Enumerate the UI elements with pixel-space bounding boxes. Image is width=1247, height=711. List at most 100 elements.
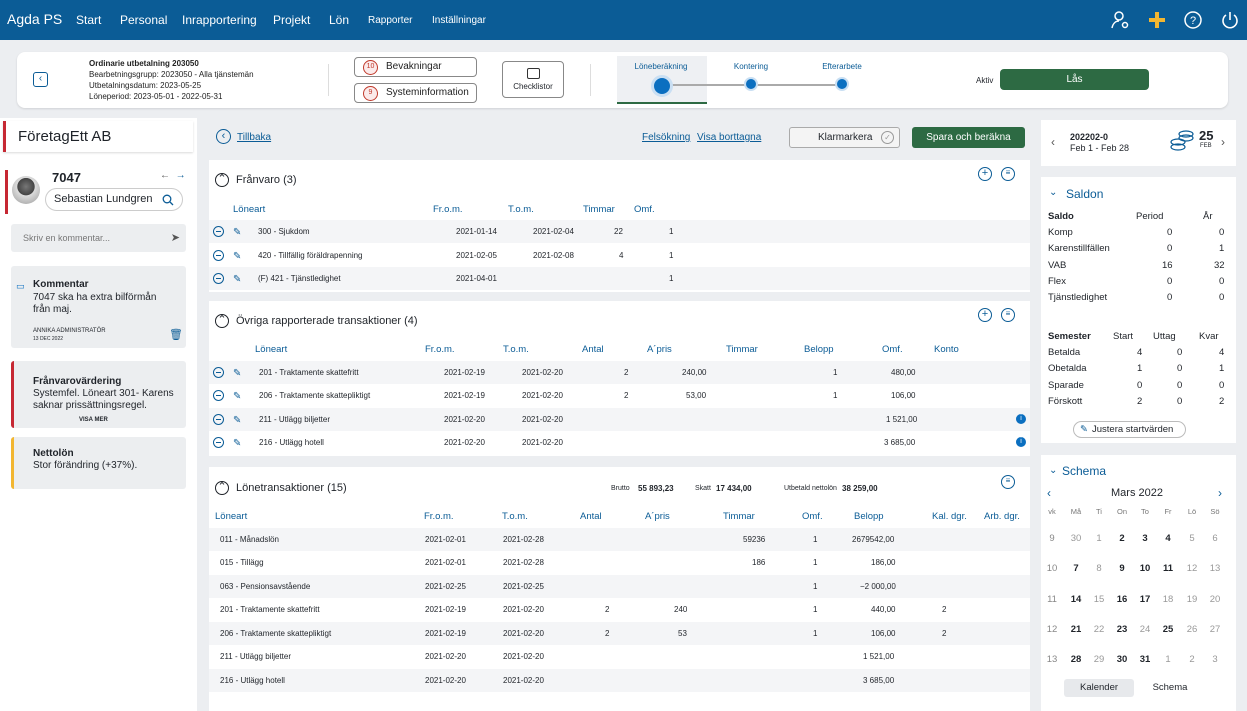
felsokning-link[interactable]: Felsökning: [642, 132, 691, 143]
edit-icon[interactable]: ✎: [233, 227, 242, 238]
calendar-day[interactable]: 16: [1116, 594, 1128, 605]
col-antal[interactable]: Antal: [580, 511, 602, 522]
nettolon-card[interactable]: Nettolön Stor förändring (+37%).: [11, 437, 186, 489]
prev-month-icon[interactable]: ‹: [1047, 486, 1051, 500]
employee-nav-arrows[interactable]: ← →: [160, 170, 186, 181]
edit-icon[interactable]: ✎: [233, 251, 242, 262]
table-row[interactable]: 206 - Traktamente skattepliktigt 2021-02…: [209, 622, 1030, 645]
info-icon[interactable]: i: [1016, 437, 1026, 447]
bevakningar-button[interactable]: 10 Bevakningar: [354, 57, 477, 77]
edit-icon[interactable]: ✎: [233, 274, 242, 285]
calendar-day[interactable]: 1: [1165, 654, 1171, 665]
send-icon[interactable]: ➤: [170, 232, 180, 244]
justera-startvarden-button[interactable]: ✎ Justera startvärden: [1073, 421, 1186, 438]
step-kontering[interactable]: [744, 77, 758, 91]
calendar-day[interactable]: 3: [1142, 533, 1148, 544]
table-row[interactable]: ✎ 420 - Tillfällig föräldrapenning 2021-…: [209, 244, 1030, 267]
menu-icon[interactable]: ≡: [1001, 308, 1015, 322]
calendar-day[interactable]: 24: [1139, 624, 1151, 635]
nav-installningar[interactable]: Inställningar: [432, 15, 486, 26]
calendar-day[interactable]: 18: [1162, 594, 1174, 605]
comment-input[interactable]: Skriv en kommentar... ➤: [11, 224, 186, 252]
fv-visa-mer[interactable]: VISA MER: [79, 417, 108, 423]
calendar-day[interactable]: 9: [1119, 563, 1125, 574]
col-from[interactable]: Fr.o.m.: [433, 204, 463, 215]
calendar-day[interactable]: 30: [1116, 654, 1128, 665]
edit-icon[interactable]: ✎: [233, 368, 242, 379]
col-apris[interactable]: A´pris: [647, 344, 672, 355]
collapse-icon[interactable]: ⌃: [215, 173, 229, 187]
col-from[interactable]: Fr.o.m.: [424, 511, 454, 522]
search-icon[interactable]: [162, 194, 174, 206]
edit-icon[interactable]: ✎: [233, 438, 242, 449]
tillbaka-link[interactable]: Tillbaka: [237, 132, 272, 143]
nav-inrapportering[interactable]: Inrapportering: [182, 13, 257, 27]
table-row[interactable]: 201 - Traktamente skattefritt 2021-02-19…: [209, 598, 1030, 621]
col-belopp[interactable]: Belopp: [854, 511, 884, 522]
tab-schema[interactable]: Schema: [1152, 682, 1188, 693]
col-omf[interactable]: Omf.: [634, 204, 655, 215]
chevron-down-icon[interactable]: ⌄: [1049, 187, 1058, 198]
table-row[interactable]: ✎ 211 - Utlägg biljetter 2021-02-20 2021…: [209, 408, 1030, 431]
power-icon[interactable]: [1220, 10, 1240, 30]
col-from[interactable]: Fr.o.m.: [425, 344, 455, 355]
calendar-day[interactable]: 22: [1093, 624, 1105, 635]
calendar-day[interactable]: 28: [1070, 654, 1082, 665]
calendar-day[interactable]: 10: [1139, 563, 1151, 574]
calendar-day[interactable]: 2: [1119, 533, 1125, 544]
calendar-day[interactable]: 8: [1096, 563, 1102, 574]
las-button[interactable]: Lås: [1000, 69, 1149, 90]
col-timmar[interactable]: Timmar: [726, 344, 758, 355]
calendar-day[interactable]: 20: [1209, 594, 1221, 605]
add-icon[interactable]: +: [978, 167, 992, 181]
remove-icon[interactable]: [213, 437, 224, 448]
prev-period-icon[interactable]: ‹: [1051, 135, 1055, 149]
remove-icon[interactable]: [213, 367, 224, 378]
franvarovardering-card[interactable]: Frånvarovärdering Systemfel. Löneart 301…: [11, 361, 186, 428]
calendar-day[interactable]: 19: [1186, 594, 1198, 605]
table-row[interactable]: 015 - Tillägg 2021-02-01 2021-02-28 186 …: [209, 551, 1030, 574]
back-icon[interactable]: ‹: [216, 129, 231, 144]
table-row[interactable]: ✎ 216 - Utlägg hotell 2021-02-20 2021-02…: [209, 431, 1030, 454]
systeminformation-button[interactable]: 9 Systeminformation: [354, 83, 477, 103]
employee-search[interactable]: Sebastian Lundgren: [45, 188, 183, 211]
edit-icon[interactable]: ✎: [233, 391, 242, 402]
nav-lon[interactable]: Lön: [329, 13, 350, 27]
calendar-day[interactable]: 1: [1096, 533, 1102, 544]
spara-berakna-button[interactable]: Spara och beräkna: [912, 127, 1025, 148]
calendar-day[interactable]: 17: [1139, 594, 1151, 605]
calendar-day[interactable]: 12: [1186, 563, 1198, 574]
add-icon[interactable]: +: [978, 308, 992, 322]
info-icon[interactable]: i: [1016, 414, 1026, 424]
table-row[interactable]: 216 - Utlägg hotell 2021-02-20 2021-02-2…: [209, 669, 1030, 692]
user-settings-icon[interactable]: [1110, 10, 1130, 30]
calendar-day[interactable]: 30: [1070, 533, 1082, 544]
header-back-button[interactable]: ‹: [33, 72, 48, 87]
calendar-day[interactable]: 15: [1093, 594, 1105, 605]
col-loneart[interactable]: Löneart: [215, 511, 248, 522]
table-row[interactable]: 211 - Utlägg biljetter 2021-02-20 2021-0…: [209, 645, 1030, 668]
trash-icon[interactable]: 🗑: [169, 329, 183, 341]
calendar-day[interactable]: 25: [1162, 624, 1174, 635]
chevron-down-icon[interactable]: ⌄: [1049, 465, 1058, 476]
col-arb-dgr[interactable]: Arb. dgr.: [984, 511, 1020, 522]
calendar-day[interactable]: 21: [1070, 624, 1082, 635]
menu-icon[interactable]: ≡: [1001, 167, 1015, 181]
calendar-day[interactable]: 29: [1093, 654, 1105, 665]
calendar-day[interactable]: 2: [1189, 654, 1195, 665]
calendar-day[interactable]: 27: [1209, 624, 1221, 635]
checklistor-button[interactable]: Checklistor: [502, 61, 564, 98]
nav-rapporter[interactable]: Rapporter: [368, 15, 413, 26]
table-row[interactable]: ✎ 201 - Traktamente skattefritt 2021-02-…: [209, 361, 1030, 384]
col-omf[interactable]: Omf.: [802, 511, 823, 522]
collapse-icon[interactable]: ⌃: [215, 314, 229, 328]
table-row[interactable]: ✎ (F) 421 - Tjänstledighet 2021-04-01 1: [209, 267, 1030, 290]
col-belopp[interactable]: Belopp: [804, 344, 834, 355]
remove-icon[interactable]: [213, 226, 224, 237]
calendar-day[interactable]: 7: [1073, 563, 1079, 574]
collapse-icon[interactable]: ⌃: [215, 481, 229, 495]
table-row[interactable]: ✎ 300 - Sjukdom 2021-01-14 2021-02-04 22…: [209, 220, 1030, 243]
col-timmar[interactable]: Timmar: [583, 204, 615, 215]
nav-start[interactable]: Start: [76, 13, 102, 27]
calendar-day[interactable]: 4: [1165, 533, 1171, 544]
